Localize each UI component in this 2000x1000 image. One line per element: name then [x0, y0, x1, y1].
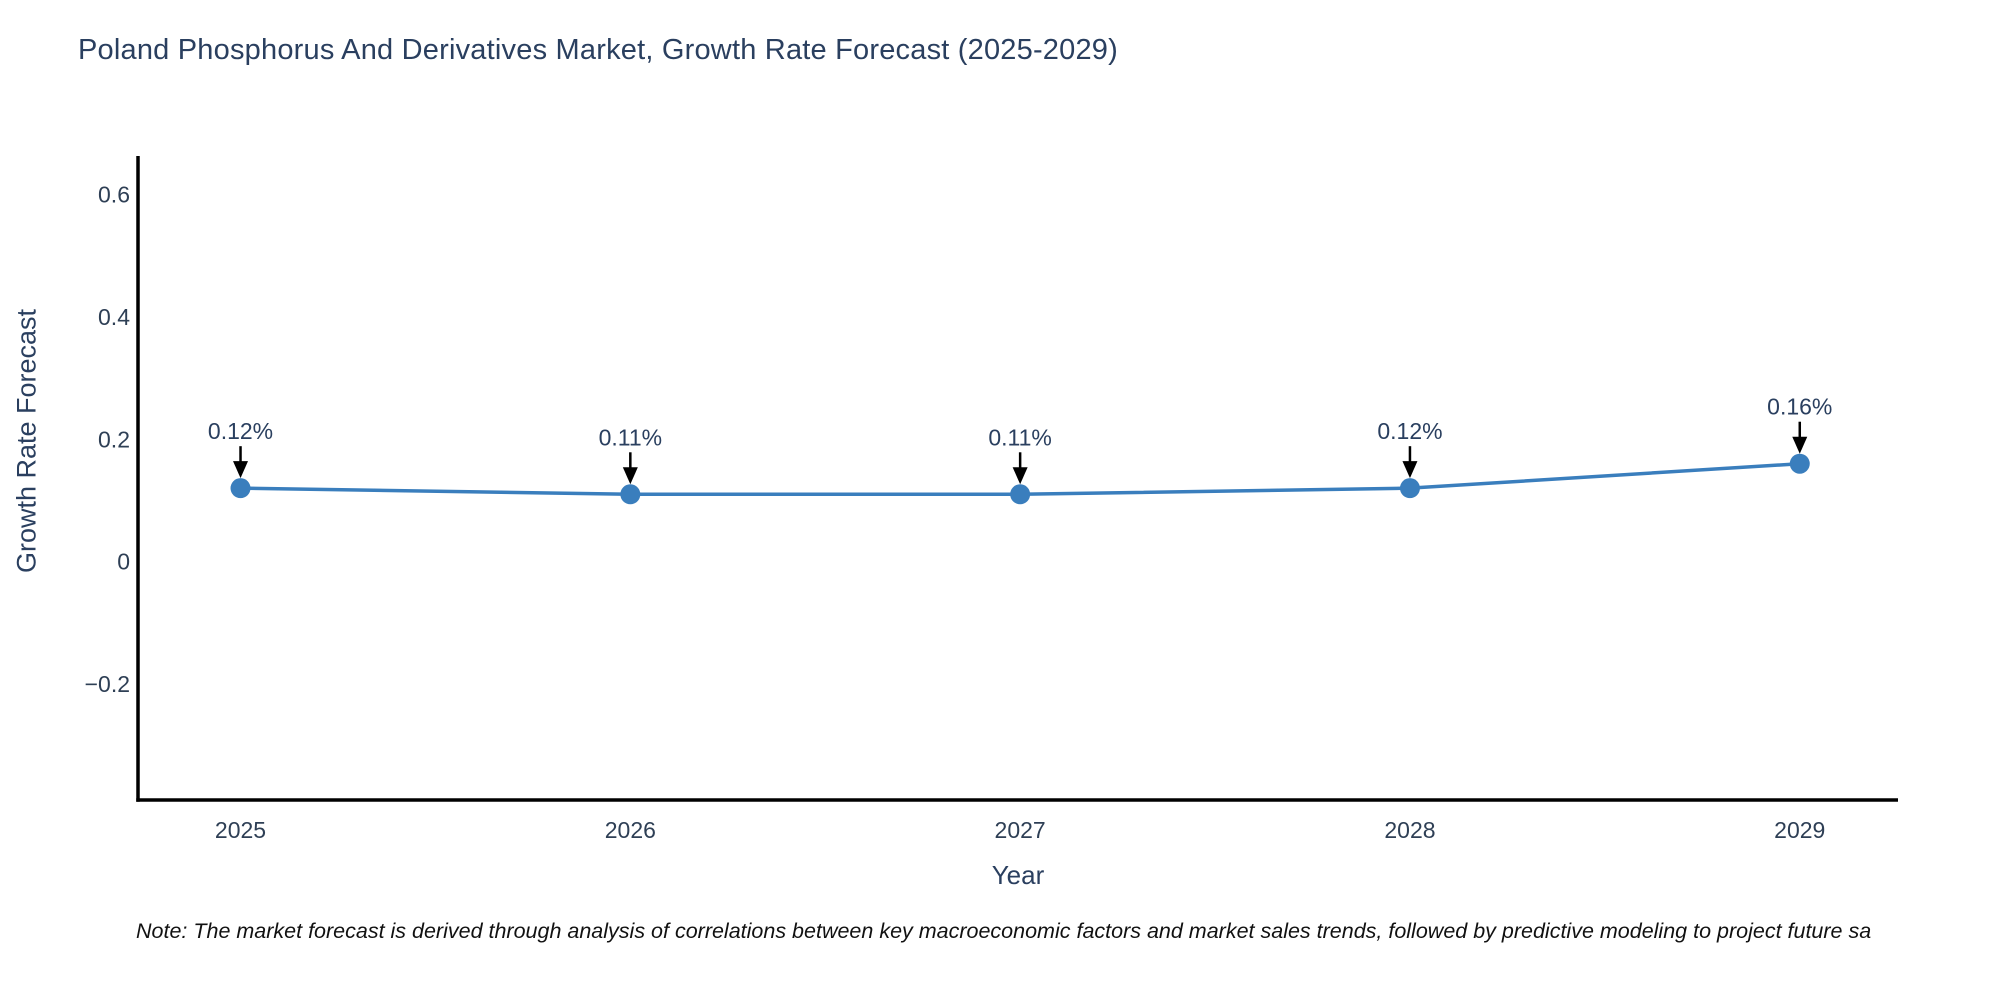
footnote: Note: The market forecast is derived thr…	[136, 919, 1872, 943]
y-tick-label: 0	[117, 549, 130, 575]
y-tick-label: 0.6	[98, 182, 130, 208]
point-annotation: 0.12%	[1377, 418, 1442, 444]
data-point-marker[interactable]	[230, 478, 251, 499]
y-tick-label: 0.2	[98, 426, 130, 452]
annotation-arrowhead-icon	[1012, 467, 1028, 485]
data-point-marker[interactable]	[620, 484, 641, 505]
x-tick-label: 2027	[995, 817, 1046, 843]
annotation-arrowhead-icon	[1402, 461, 1418, 479]
point-annotation: 0.16%	[1767, 394, 1832, 420]
y-tick-label: −0.2	[85, 671, 130, 697]
y-tick-label: 0.4	[98, 304, 130, 330]
x-tick-label: 2026	[605, 817, 656, 843]
x-tick-label: 2029	[1774, 817, 1825, 843]
data-point-marker[interactable]	[1010, 484, 1031, 505]
x-tick-label: 2028	[1384, 817, 1435, 843]
annotation-arrowhead-icon	[622, 467, 638, 485]
data-point-marker[interactable]	[1399, 478, 1420, 499]
chart-title: Poland Phosphorus And Derivatives Market…	[78, 34, 1118, 66]
x-tick-label: 2025	[215, 817, 266, 843]
point-annotation: 0.11%	[988, 424, 1052, 450]
data-point-marker[interactable]	[1789, 453, 1810, 474]
point-annotation: 0.11%	[599, 424, 663, 450]
annotation-arrowhead-icon	[233, 461, 249, 479]
point-annotation: 0.12%	[208, 418, 273, 444]
x-axis-title: Year	[991, 860, 1045, 890]
y-axis-title: Growth Rate Forecast	[11, 308, 42, 574]
annotation-arrowhead-icon	[1792, 436, 1808, 454]
